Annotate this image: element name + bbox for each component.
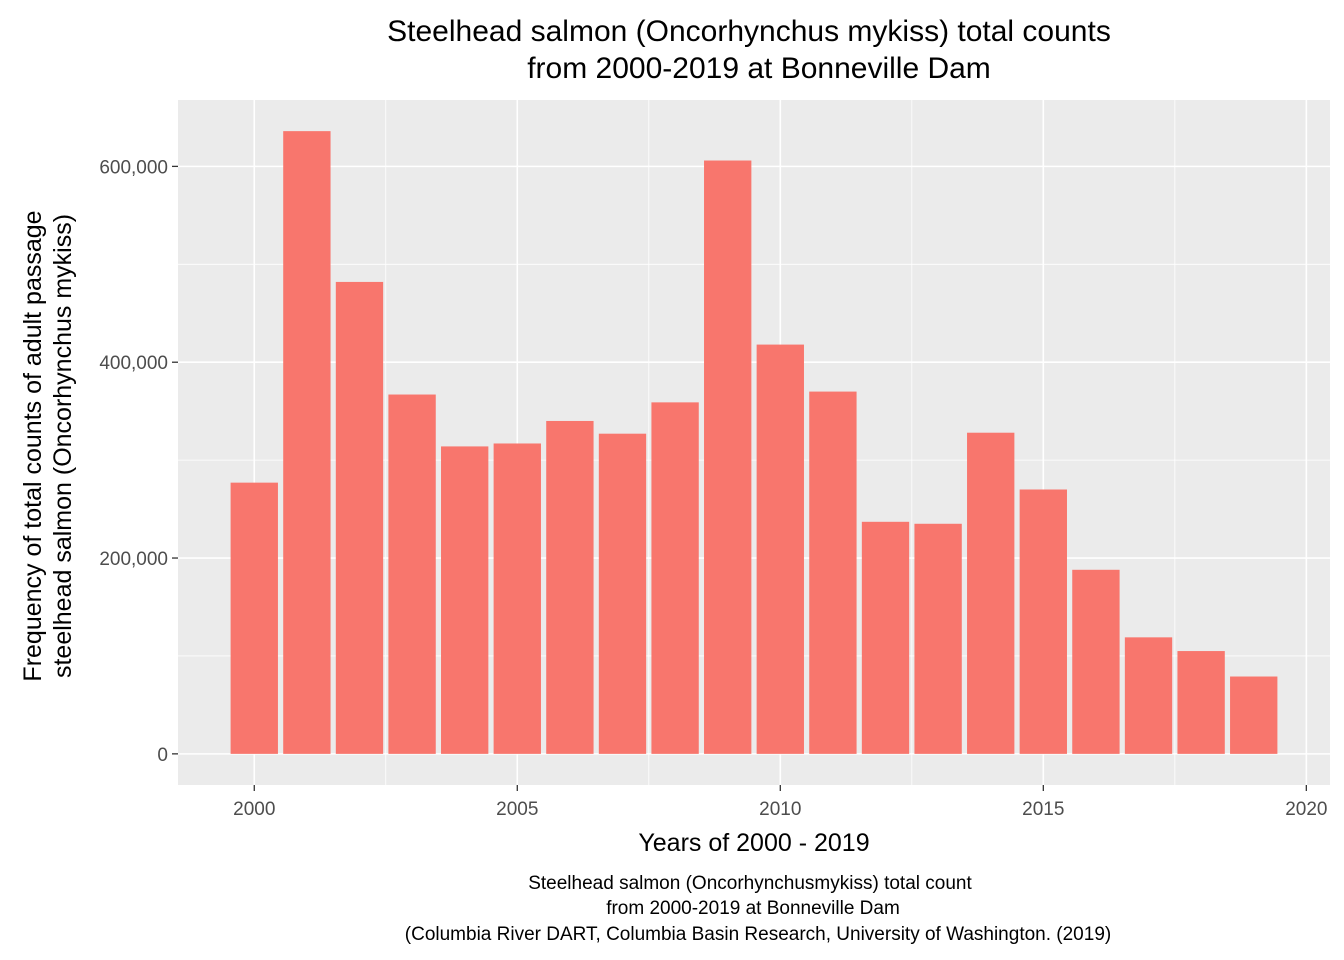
bar-2009 [704,160,752,754]
bar-2015 [1019,489,1067,754]
bar-2005 [493,443,541,754]
chart-title: Steelhead salmon (Oncorhynchus mykiss) t… [387,15,1111,85]
chart-title-line-2: from 2000-2019 at Bonneville Dam [527,52,991,85]
y-axis-title-line-2: steelhead salmon (Oncorhynchus mykiss) [49,214,77,678]
bar-2001 [283,131,331,754]
x-tick-label: 2010 [759,799,801,820]
bar-2011 [809,391,857,754]
y-axis-title-line-1: Frequency of total counts of adult passa… [19,210,47,681]
bar-2008 [651,402,699,754]
x-tick-label: 2005 [496,799,538,820]
y-tick-label: 600,000 [99,157,168,178]
y-axis-title: Frequency of total counts of adult passa… [19,210,77,681]
y-tick-label: 200,000 [99,549,168,570]
caption-line-2: from 2000-2019 at Bonneville Dam [606,898,900,919]
grid-minor [178,100,1330,785]
y-tick-label: 400,000 [99,353,168,374]
bars [230,131,1278,754]
bar-2006 [546,420,594,754]
chart-title-line-1: Steelhead salmon (Oncorhynchus mykiss) t… [387,15,1111,48]
bar-2003 [388,394,436,754]
bar-2018 [1177,651,1225,754]
bar-2013 [914,523,962,754]
bar-2004 [441,446,489,754]
y-tick-label: 0 [157,745,168,766]
bar-2017 [1124,637,1173,754]
x-axis-title: Years of 2000 - 2019 [638,829,869,857]
x-tick-label: 2000 [233,799,275,820]
caption-line-3: (Columbia River DART, Columbia Basin Res… [405,924,1111,945]
bar-2014 [967,432,1015,754]
bar-2007 [598,433,647,754]
bar-2000 [230,482,278,754]
bar-2019 [1230,676,1278,754]
bar-2016 [1072,569,1120,754]
x-tick-label: 2020 [1285,799,1327,820]
caption-line-1: Steelhead salmon (Oncorhynchusmykiss) to… [528,873,972,894]
y-axis: 0 200,000 400,000 600,000 [99,157,178,766]
x-tick-label: 2015 [1022,799,1064,820]
x-axis: 2000 2005 2010 2015 2020 [233,785,1327,820]
caption: Steelhead salmon (Oncorhynchusmykiss) to… [405,873,1111,945]
bar-2012 [861,521,910,754]
bar-2010 [756,344,804,754]
bar-2002 [335,281,384,754]
